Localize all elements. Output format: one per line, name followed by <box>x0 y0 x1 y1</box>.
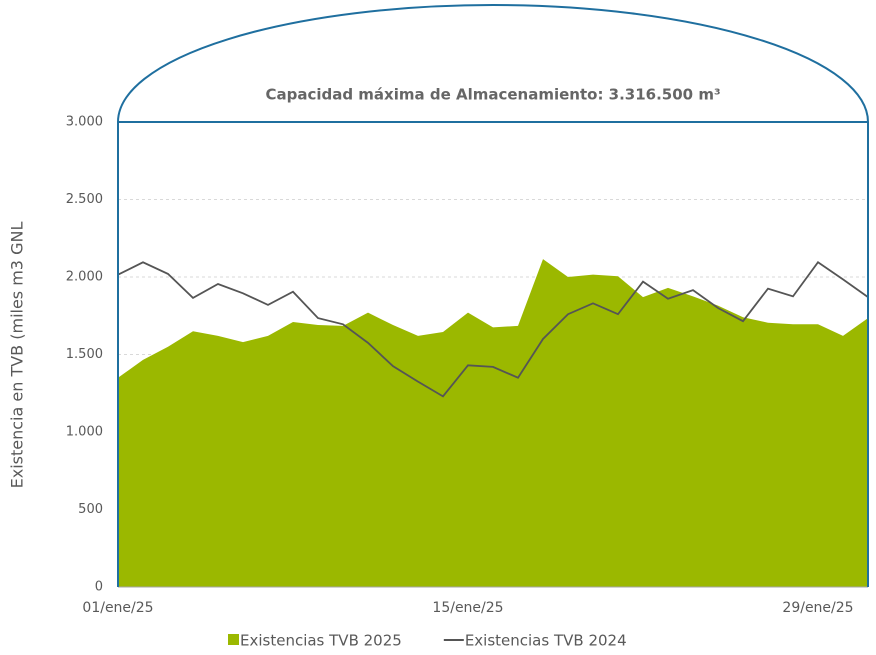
area <box>118 259 868 587</box>
capacity-dome <box>117 4 869 123</box>
y-tick-label: 1.500 <box>66 347 103 362</box>
legend-label: Existencias TVB 2025 <box>240 632 402 650</box>
y-tick-label: 2.500 <box>66 192 103 207</box>
capacity-annotation: Capacidad máxima de Almacenamiento: 3.31… <box>265 86 720 104</box>
y-tick-label: 1.000 <box>66 425 103 440</box>
y-tick-label: 500 <box>78 502 103 517</box>
y-axis-label: Existencia en TVB (miles m3 GNL <box>8 222 27 489</box>
line <box>117 261 869 398</box>
legend-label: Existencias TVB 2024 <box>465 632 627 650</box>
y-tick-label: 2.000 <box>66 270 103 285</box>
x-tick-label: 15/ene/25 <box>432 600 503 616</box>
x-tick-label: 01/ene/25 <box>82 600 153 616</box>
plot <box>117 121 869 588</box>
y-tick-label: 3.000 <box>66 115 103 130</box>
x-tick-label: 29/ene/25 <box>782 600 853 616</box>
y-tick-label: 0 <box>95 580 103 595</box>
legend-swatch <box>228 634 239 645</box>
